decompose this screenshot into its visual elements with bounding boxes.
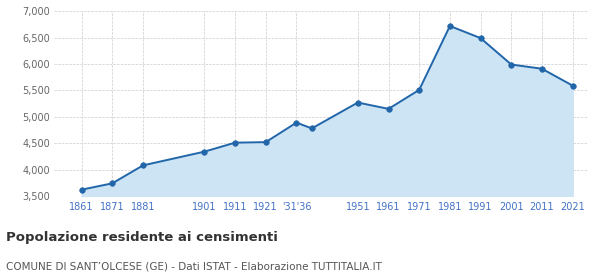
Text: Popolazione residente ai censimenti: Popolazione residente ai censimenti xyxy=(6,231,278,244)
Text: COMUNE DI SANT’OLCESE (GE) - Dati ISTAT - Elaborazione TUTTITALIA.IT: COMUNE DI SANT’OLCESE (GE) - Dati ISTAT … xyxy=(6,262,382,272)
